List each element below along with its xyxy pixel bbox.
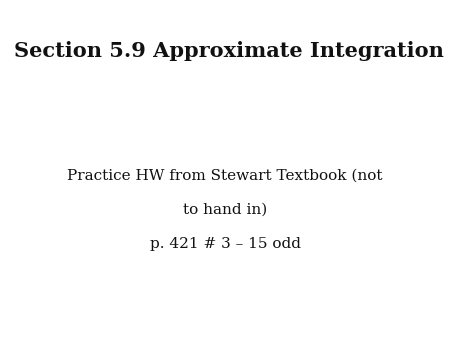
Text: to hand in): to hand in) — [183, 203, 267, 217]
Text: Practice HW from Stewart Textbook (not: Practice HW from Stewart Textbook (not — [67, 169, 383, 183]
Text: Section 5.9 Approximate Integration: Section 5.9 Approximate Integration — [14, 41, 443, 61]
Text: p. 421 # 3 – 15 odd: p. 421 # 3 – 15 odd — [149, 237, 301, 250]
